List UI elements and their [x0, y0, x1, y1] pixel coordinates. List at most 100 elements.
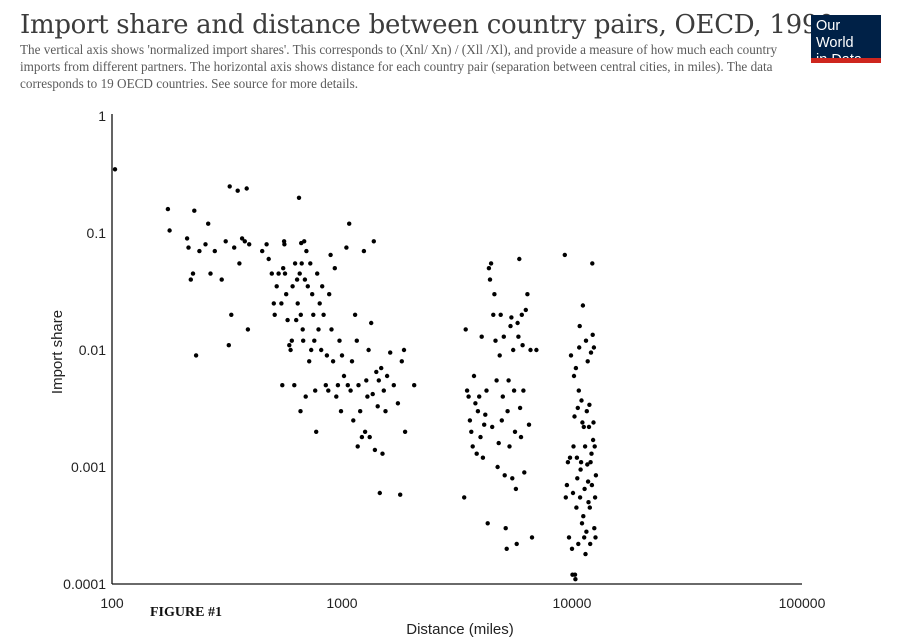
x-tick-label: 10000: [553, 595, 592, 611]
data-point: [296, 195, 302, 200]
data-point: [317, 301, 322, 306]
data-point: [377, 490, 382, 496]
data-point: [522, 470, 527, 475]
data-point: [475, 409, 481, 414]
data-point: [575, 476, 580, 481]
data-point: [575, 405, 580, 411]
data-point: [499, 418, 504, 423]
data-point: [361, 248, 367, 254]
data-point: [321, 312, 326, 317]
data-point: [513, 486, 519, 492]
data-point: [376, 378, 381, 383]
data-point: [348, 388, 353, 393]
data-point: [500, 394, 505, 399]
data-point: [297, 271, 302, 276]
data-point: [496, 440, 501, 446]
data-point: [578, 467, 583, 472]
data-point: [370, 391, 375, 397]
data-point: [470, 444, 475, 449]
data-point: [586, 424, 592, 430]
data-point: [570, 490, 576, 496]
data-point: [326, 388, 331, 393]
data-point: [485, 521, 490, 526]
y-tick-label: 0.01: [79, 342, 106, 358]
data-point: [345, 383, 350, 388]
data-point: [505, 409, 510, 414]
data-point: [526, 422, 532, 427]
data-point: [506, 378, 511, 383]
data-point: [517, 405, 523, 411]
data-point: [503, 526, 508, 531]
data-point: [359, 434, 365, 440]
data-point: [590, 437, 596, 443]
data-point: [167, 228, 172, 233]
owid-logo[interactable]: Our World in Data: [811, 15, 881, 68]
data-point: [583, 551, 588, 557]
data-point: [349, 359, 355, 364]
data-point: [112, 167, 118, 172]
data-point: [302, 239, 307, 244]
data-point: [571, 373, 577, 379]
data-point: [383, 409, 388, 414]
data-point: [520, 343, 525, 348]
data-point: [279, 301, 284, 306]
data-point: [464, 388, 470, 393]
y-axis-label: Import share: [49, 310, 66, 394]
data-point: [585, 462, 590, 467]
data-point: [271, 301, 276, 306]
data-point: [477, 394, 482, 399]
data-point: [369, 320, 374, 326]
data-point: [320, 284, 325, 289]
data-point: [515, 320, 520, 326]
data-point: [239, 236, 245, 241]
data-point: [292, 261, 298, 266]
data-point: [304, 248, 309, 254]
data-point: [488, 261, 494, 266]
data-points: [112, 167, 599, 582]
data-point: [563, 495, 568, 500]
data-point: [502, 473, 507, 478]
data-point: [518, 434, 524, 440]
data-point: [572, 572, 578, 577]
data-point: [375, 404, 380, 409]
x-tick-label: 100: [100, 595, 124, 611]
data-point: [319, 347, 324, 353]
data-point: [352, 312, 358, 317]
data-point: [308, 261, 313, 266]
y-tick-label: 0.001: [71, 459, 106, 475]
x-tick-label: 100000: [779, 595, 826, 611]
data-point: [303, 394, 308, 399]
data-point: [573, 365, 579, 371]
data-point: [567, 455, 573, 460]
data-point: [197, 248, 202, 254]
data-point: [585, 359, 590, 364]
data-point: [582, 486, 587, 492]
data-point: [334, 394, 339, 399]
data-point: [292, 383, 297, 388]
data-point: [592, 495, 598, 500]
data-point: [587, 505, 592, 510]
data-point: [401, 347, 407, 353]
data-point: [190, 271, 196, 276]
data-point: [186, 245, 191, 250]
data-point: [247, 242, 252, 247]
data-point: [588, 460, 593, 465]
data-point: [347, 221, 352, 226]
data-point: [285, 317, 290, 323]
data-point: [242, 239, 247, 244]
data-point: [388, 350, 393, 355]
data-point: [344, 245, 349, 250]
data-point: [223, 239, 228, 244]
data-point: [294, 317, 299, 323]
data-point: [282, 271, 288, 276]
data-point: [504, 546, 509, 551]
data-point: [463, 327, 468, 332]
data-point: [584, 529, 589, 534]
x-tick-label: 1000: [326, 595, 357, 611]
data-point: [471, 373, 477, 379]
data-point: [327, 292, 332, 297]
data-point: [576, 541, 581, 547]
y-tick-label: 0.0001: [63, 576, 106, 592]
data-point: [351, 418, 356, 423]
data-point: [493, 338, 498, 343]
